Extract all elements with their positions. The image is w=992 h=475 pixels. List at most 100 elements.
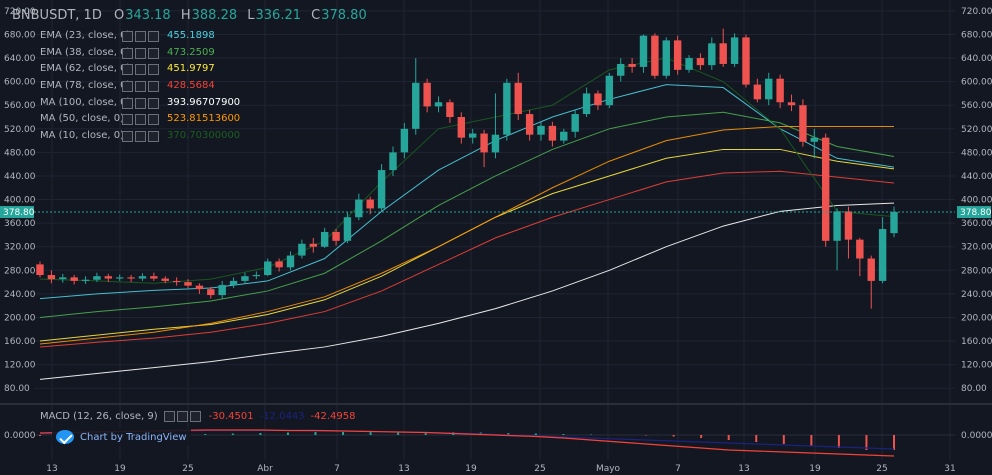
candle-body <box>514 82 522 115</box>
indicator-controls[interactable] <box>122 80 159 92</box>
gear-icon[interactable] <box>135 114 146 126</box>
candle-body <box>503 82 511 135</box>
candle <box>150 272 158 281</box>
indicator-line <box>39 84 895 300</box>
indicator-value: 428.5684 <box>167 80 215 92</box>
eye-icon[interactable] <box>122 114 133 126</box>
gear-icon[interactable] <box>135 64 146 76</box>
candle-body <box>127 277 135 279</box>
symbol-header: BNBUSDT, 1D O343.18 H388.28 L336.21 C378… <box>12 8 367 23</box>
candle-body <box>582 93 591 115</box>
candle-body <box>799 105 807 142</box>
x-tick-label: Mayo <box>596 464 621 474</box>
eye-icon[interactable] <box>122 47 133 59</box>
indicator-row[interactable]: EMA (78, close, 0) 428.5684 <box>40 78 240 95</box>
indicator-row[interactable]: EMA (62, close, 0) 451.9797 <box>40 61 240 78</box>
candle-body <box>377 170 386 209</box>
price-marker-right-bg <box>957 206 991 219</box>
indicator-controls[interactable] <box>122 130 159 142</box>
indicator-name: EMA (38, close, 0) <box>40 46 131 58</box>
indicator-controls[interactable] <box>122 30 159 42</box>
candle <box>673 35 682 75</box>
indicator-controls[interactable] <box>122 64 159 76</box>
candle-body <box>229 280 238 286</box>
eye-icon[interactable] <box>122 64 133 76</box>
candle <box>241 272 249 284</box>
gear-icon[interactable] <box>135 80 146 92</box>
close-icon[interactable] <box>148 80 159 92</box>
candle-body <box>617 63 625 76</box>
candle-body <box>355 199 363 218</box>
gear-icon[interactable] <box>135 47 146 59</box>
y-tick-label-left: 520.00 <box>4 125 36 135</box>
candle-body <box>264 261 272 276</box>
indicator-row[interactable]: MA (10, close, 0) 370.70300000 <box>40 128 240 145</box>
candle <box>787 94 796 112</box>
candle-body <box>161 278 169 281</box>
candle-body <box>730 37 739 64</box>
close-icon[interactable] <box>148 64 159 76</box>
gear-icon[interactable] <box>135 97 146 109</box>
eye-icon[interactable] <box>122 80 133 92</box>
candle-body <box>47 275 56 280</box>
candle-body <box>309 243 317 247</box>
close-icon[interactable] <box>148 130 159 142</box>
high-value: 388.28 <box>191 8 238 23</box>
indicator-controls[interactable] <box>122 97 159 109</box>
candle <box>275 258 283 272</box>
x-tick-label: 19 <box>809 464 821 474</box>
close-icon[interactable] <box>148 114 159 126</box>
open-label: O <box>113 8 125 23</box>
eye-icon[interactable] <box>122 130 133 142</box>
x-tick-label: 25 <box>182 464 193 474</box>
candle-body <box>742 37 750 85</box>
indicator-name: EMA (78, close, 0) <box>40 80 131 92</box>
indicator-row[interactable]: MA (50, close, 0) 523.81513600 <box>40 111 240 128</box>
eye-icon[interactable] <box>163 411 175 422</box>
y-tick-label-left: 440.00 <box>4 172 36 182</box>
macd-zero-label-right: 0.0000 <box>961 431 992 441</box>
candle <box>662 37 670 79</box>
candle-body <box>594 93 602 106</box>
eye-icon[interactable] <box>122 97 133 109</box>
y-tick-label-right: 600.00 <box>961 78 992 88</box>
x-tick-label: 19 <box>114 464 126 474</box>
candle <box>423 78 431 113</box>
eye-icon[interactable] <box>122 30 133 42</box>
candle <box>844 206 853 259</box>
y-tick-label-left: 320.00 <box>4 243 36 253</box>
close-icon[interactable] <box>148 47 159 59</box>
candle <box>104 273 113 283</box>
candle-body <box>719 43 727 64</box>
indicator-row[interactable]: EMA (38, close, 0) 473.2509 <box>40 45 240 62</box>
indicator-legend: EMA (23, close, 0) 455.1898 EMA (38, close… <box>40 28 240 145</box>
tradingview-branding[interactable]: Chart by TradingView <box>52 428 191 446</box>
indicator-row[interactable]: MA (100, close, 0) 393.96707900 <box>40 95 240 112</box>
candle <box>229 277 238 288</box>
gear-icon[interactable] <box>176 411 188 422</box>
y-tick-label-right: 520.00 <box>961 125 992 135</box>
candle <box>47 270 56 284</box>
indicator-controls[interactable] <box>122 47 159 59</box>
candle-body <box>776 78 784 103</box>
candle <box>708 37 716 70</box>
macd-value: -30.4501 <box>208 411 254 422</box>
candle <box>343 212 352 244</box>
low-label: L <box>247 8 255 23</box>
branding-text: Chart by TradingView <box>80 431 187 443</box>
close-icon[interactable] <box>148 97 159 109</box>
y-tick-label-left: 240.00 <box>4 290 36 300</box>
indicator-row[interactable]: EMA (23, close, 0) 455.1898 <box>40 28 240 45</box>
candle <box>81 276 90 284</box>
gear-icon[interactable] <box>135 130 146 142</box>
indicator-controls[interactable] <box>122 114 159 126</box>
candle <box>207 286 215 299</box>
x-tick-label: Abr <box>257 464 273 474</box>
close-icon[interactable] <box>148 30 159 42</box>
candle <box>93 272 101 283</box>
close-icon[interactable] <box>189 411 201 422</box>
macd-controls[interactable] <box>163 411 201 422</box>
candle <box>503 78 511 141</box>
gear-icon[interactable] <box>135 30 146 42</box>
